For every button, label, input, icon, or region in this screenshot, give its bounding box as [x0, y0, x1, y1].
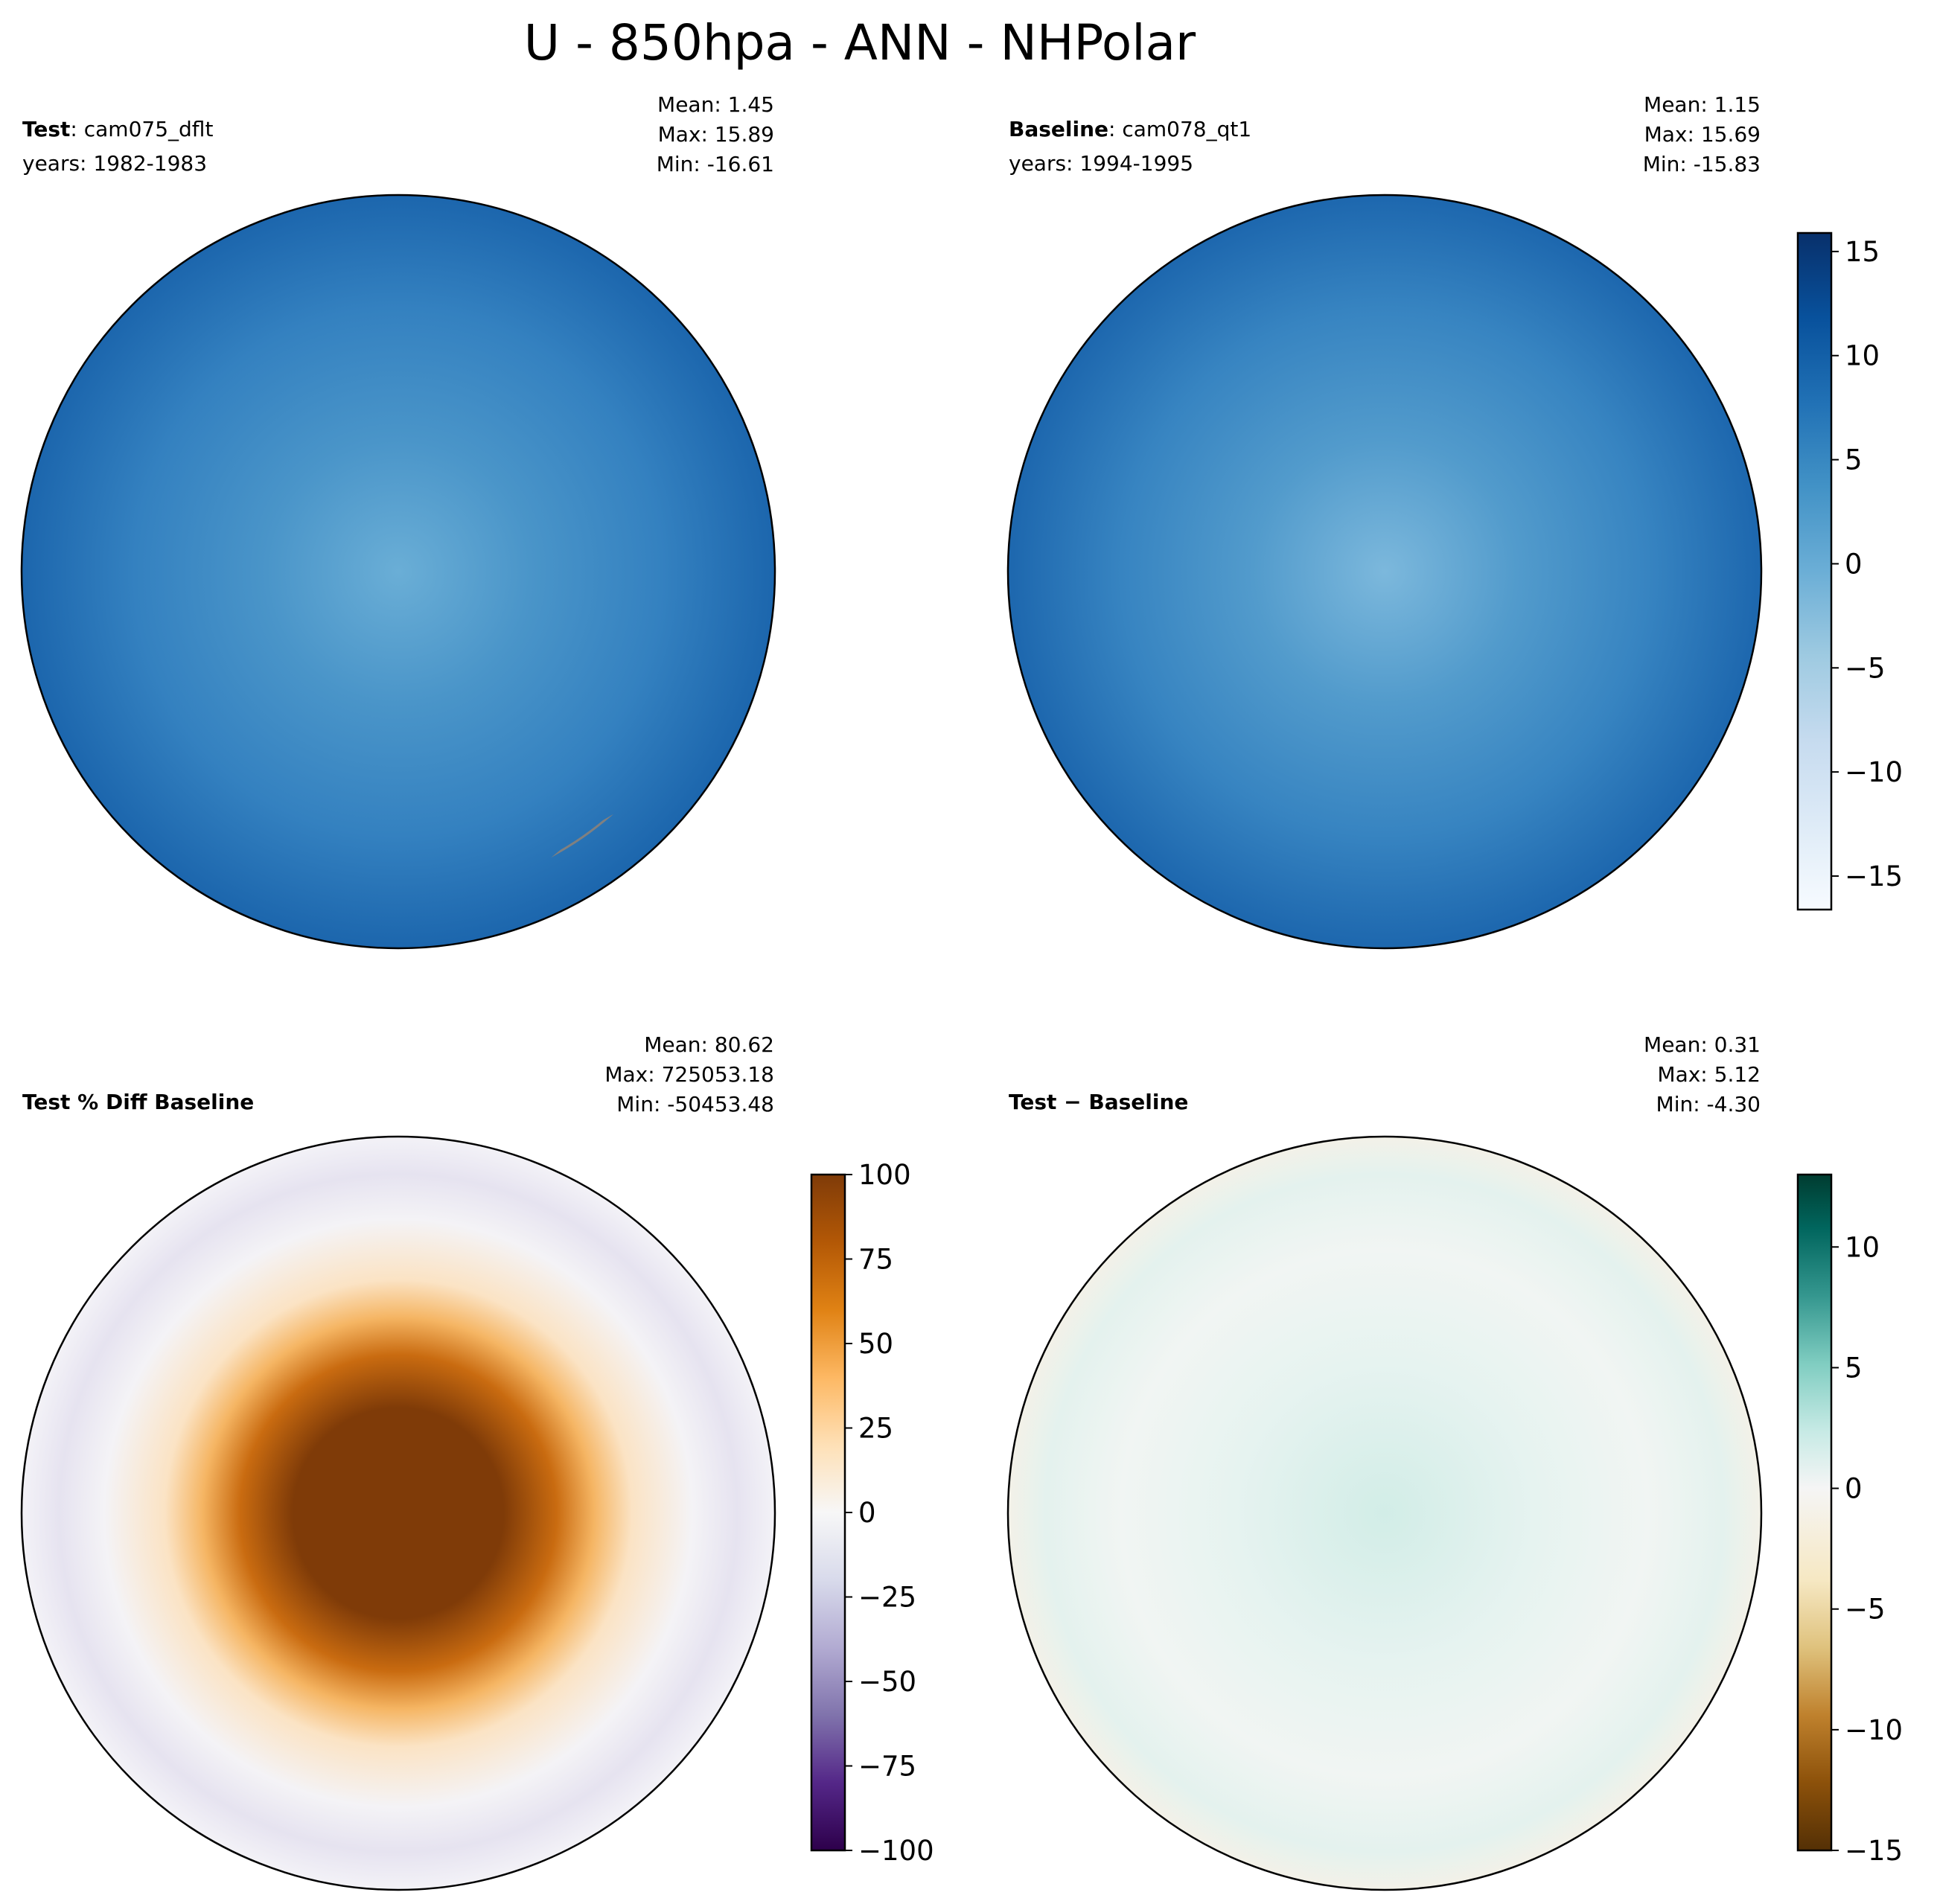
colorbar-tick-label: −10 — [1845, 1714, 1903, 1746]
colorbar-tick-label: −25 — [858, 1582, 916, 1614]
panel-years: years: 1994-1995 — [1009, 151, 1193, 176]
panel-stat: Max: 725053.18 — [604, 1062, 774, 1087]
panel-label: Test − Baseline — [1009, 1090, 1188, 1114]
map-boundary — [1006, 194, 1763, 950]
panel-stat: Min: -15.83 — [1643, 152, 1761, 176]
colorbar-tick-label: 10 — [1845, 340, 1880, 372]
panel-stat: Mean: 1.15 — [1644, 92, 1761, 117]
colorbar-diff: 10 5 0 −5 −10 −15 — [1796, 1173, 1903, 1867]
map-field — [1008, 195, 1761, 948]
colorbar-tick-label: 50 — [858, 1328, 893, 1360]
colorbar-tick-label: −75 — [858, 1751, 916, 1783]
panel-label-rest: : cam078_qt1 — [1108, 117, 1251, 141]
map-field — [1008, 1137, 1761, 1890]
map-boundary — [20, 194, 776, 950]
colorbar-tick-label: 10 — [1845, 1231, 1880, 1263]
colorbar-tick-label: −15 — [1845, 860, 1903, 892]
panel-baseline: Baseline: cam078_qt1 years: 1994-1995 Mean… — [1006, 92, 1763, 950]
colorbar-tick-label: −100 — [858, 1835, 934, 1867]
panel-years: years: 1982-1983 — [22, 151, 207, 176]
colorbar-tick-label: 5 — [1845, 444, 1863, 476]
map-field — [22, 1137, 775, 1890]
panel-label: Test: cam075_dflt — [22, 117, 213, 141]
panel-label-bold: Test — [22, 117, 70, 141]
colorbar-tick-label: 100 — [858, 1159, 911, 1191]
colorbar-tick-label: 75 — [858, 1244, 893, 1276]
map-boundary — [20, 1135, 776, 1891]
panel-stat: Mean: 80.62 — [644, 1032, 774, 1057]
colorbar-tick-label: 25 — [858, 1413, 893, 1445]
colorbar-tick-label: −15 — [1845, 1835, 1903, 1867]
panel-label: Test % Diff Baseline — [22, 1090, 254, 1114]
colorbar-tick-label: 15 — [1845, 236, 1880, 268]
colorbar-tick-label: 0 — [1845, 548, 1863, 580]
colorbar-tick-label: 0 — [1845, 1473, 1863, 1505]
map-field — [22, 195, 775, 948]
map-boundary — [1006, 1135, 1763, 1891]
panel-test: Test: cam075_dflt years: 1982-1983 Mean: 1… — [20, 92, 776, 950]
colorbar-tick-label: −5 — [1845, 652, 1886, 684]
panel-stat: Max: 15.89 — [658, 122, 774, 147]
panel-label-bold: Test % Diff Baseline — [22, 1090, 254, 1114]
colorbar-gradient — [1796, 231, 1833, 911]
colorbar-tick-label: −5 — [1845, 1594, 1886, 1626]
panel-stat: Mean: 1.45 — [657, 92, 774, 117]
colorbar-tick-label: −10 — [1845, 756, 1903, 788]
panel-label-bold: Baseline — [1009, 117, 1108, 141]
colorbar-gradient — [1796, 1173, 1833, 1852]
panel-label: Baseline: cam078_qt1 — [1009, 117, 1251, 141]
panel-stat: Min: -4.30 — [1656, 1092, 1761, 1116]
figure-title: U - 850hpa - ANN - NHPolar — [524, 14, 1196, 71]
colorbar-tick-label: 0 — [858, 1497, 876, 1529]
colorbar-top: 15 10 5 0 −5 −10 −15 — [1796, 231, 1903, 911]
panel-stat: Mean: 0.31 — [1644, 1032, 1761, 1057]
panel-label-rest: : cam075_dflt — [70, 117, 213, 141]
colorbar-gradient — [810, 1173, 846, 1852]
panel-stat: Max: 5.12 — [1657, 1062, 1761, 1087]
panel-stat: Min: -16.61 — [657, 152, 774, 176]
panel-diff: Test − Baseline Mean: 0.31 Max: 5.12 Min: -… — [1006, 1032, 1763, 1891]
panel-label-bold: Test − Baseline — [1009, 1090, 1188, 1114]
panel-pct_diff: Test % Diff Baseline Mean: 80.62 Max: 7250… — [20, 1032, 776, 1891]
colorbar-tick-label: 5 — [1845, 1352, 1863, 1384]
panel-stat: Max: 15.69 — [1644, 122, 1761, 147]
colorbar-tick-label: −50 — [858, 1666, 916, 1698]
panel-stat: Min: -50453.48 — [616, 1092, 774, 1116]
colorbar-pct_diff: 100 75 50 25 0 −25 −50 −75 −100 — [810, 1159, 934, 1867]
